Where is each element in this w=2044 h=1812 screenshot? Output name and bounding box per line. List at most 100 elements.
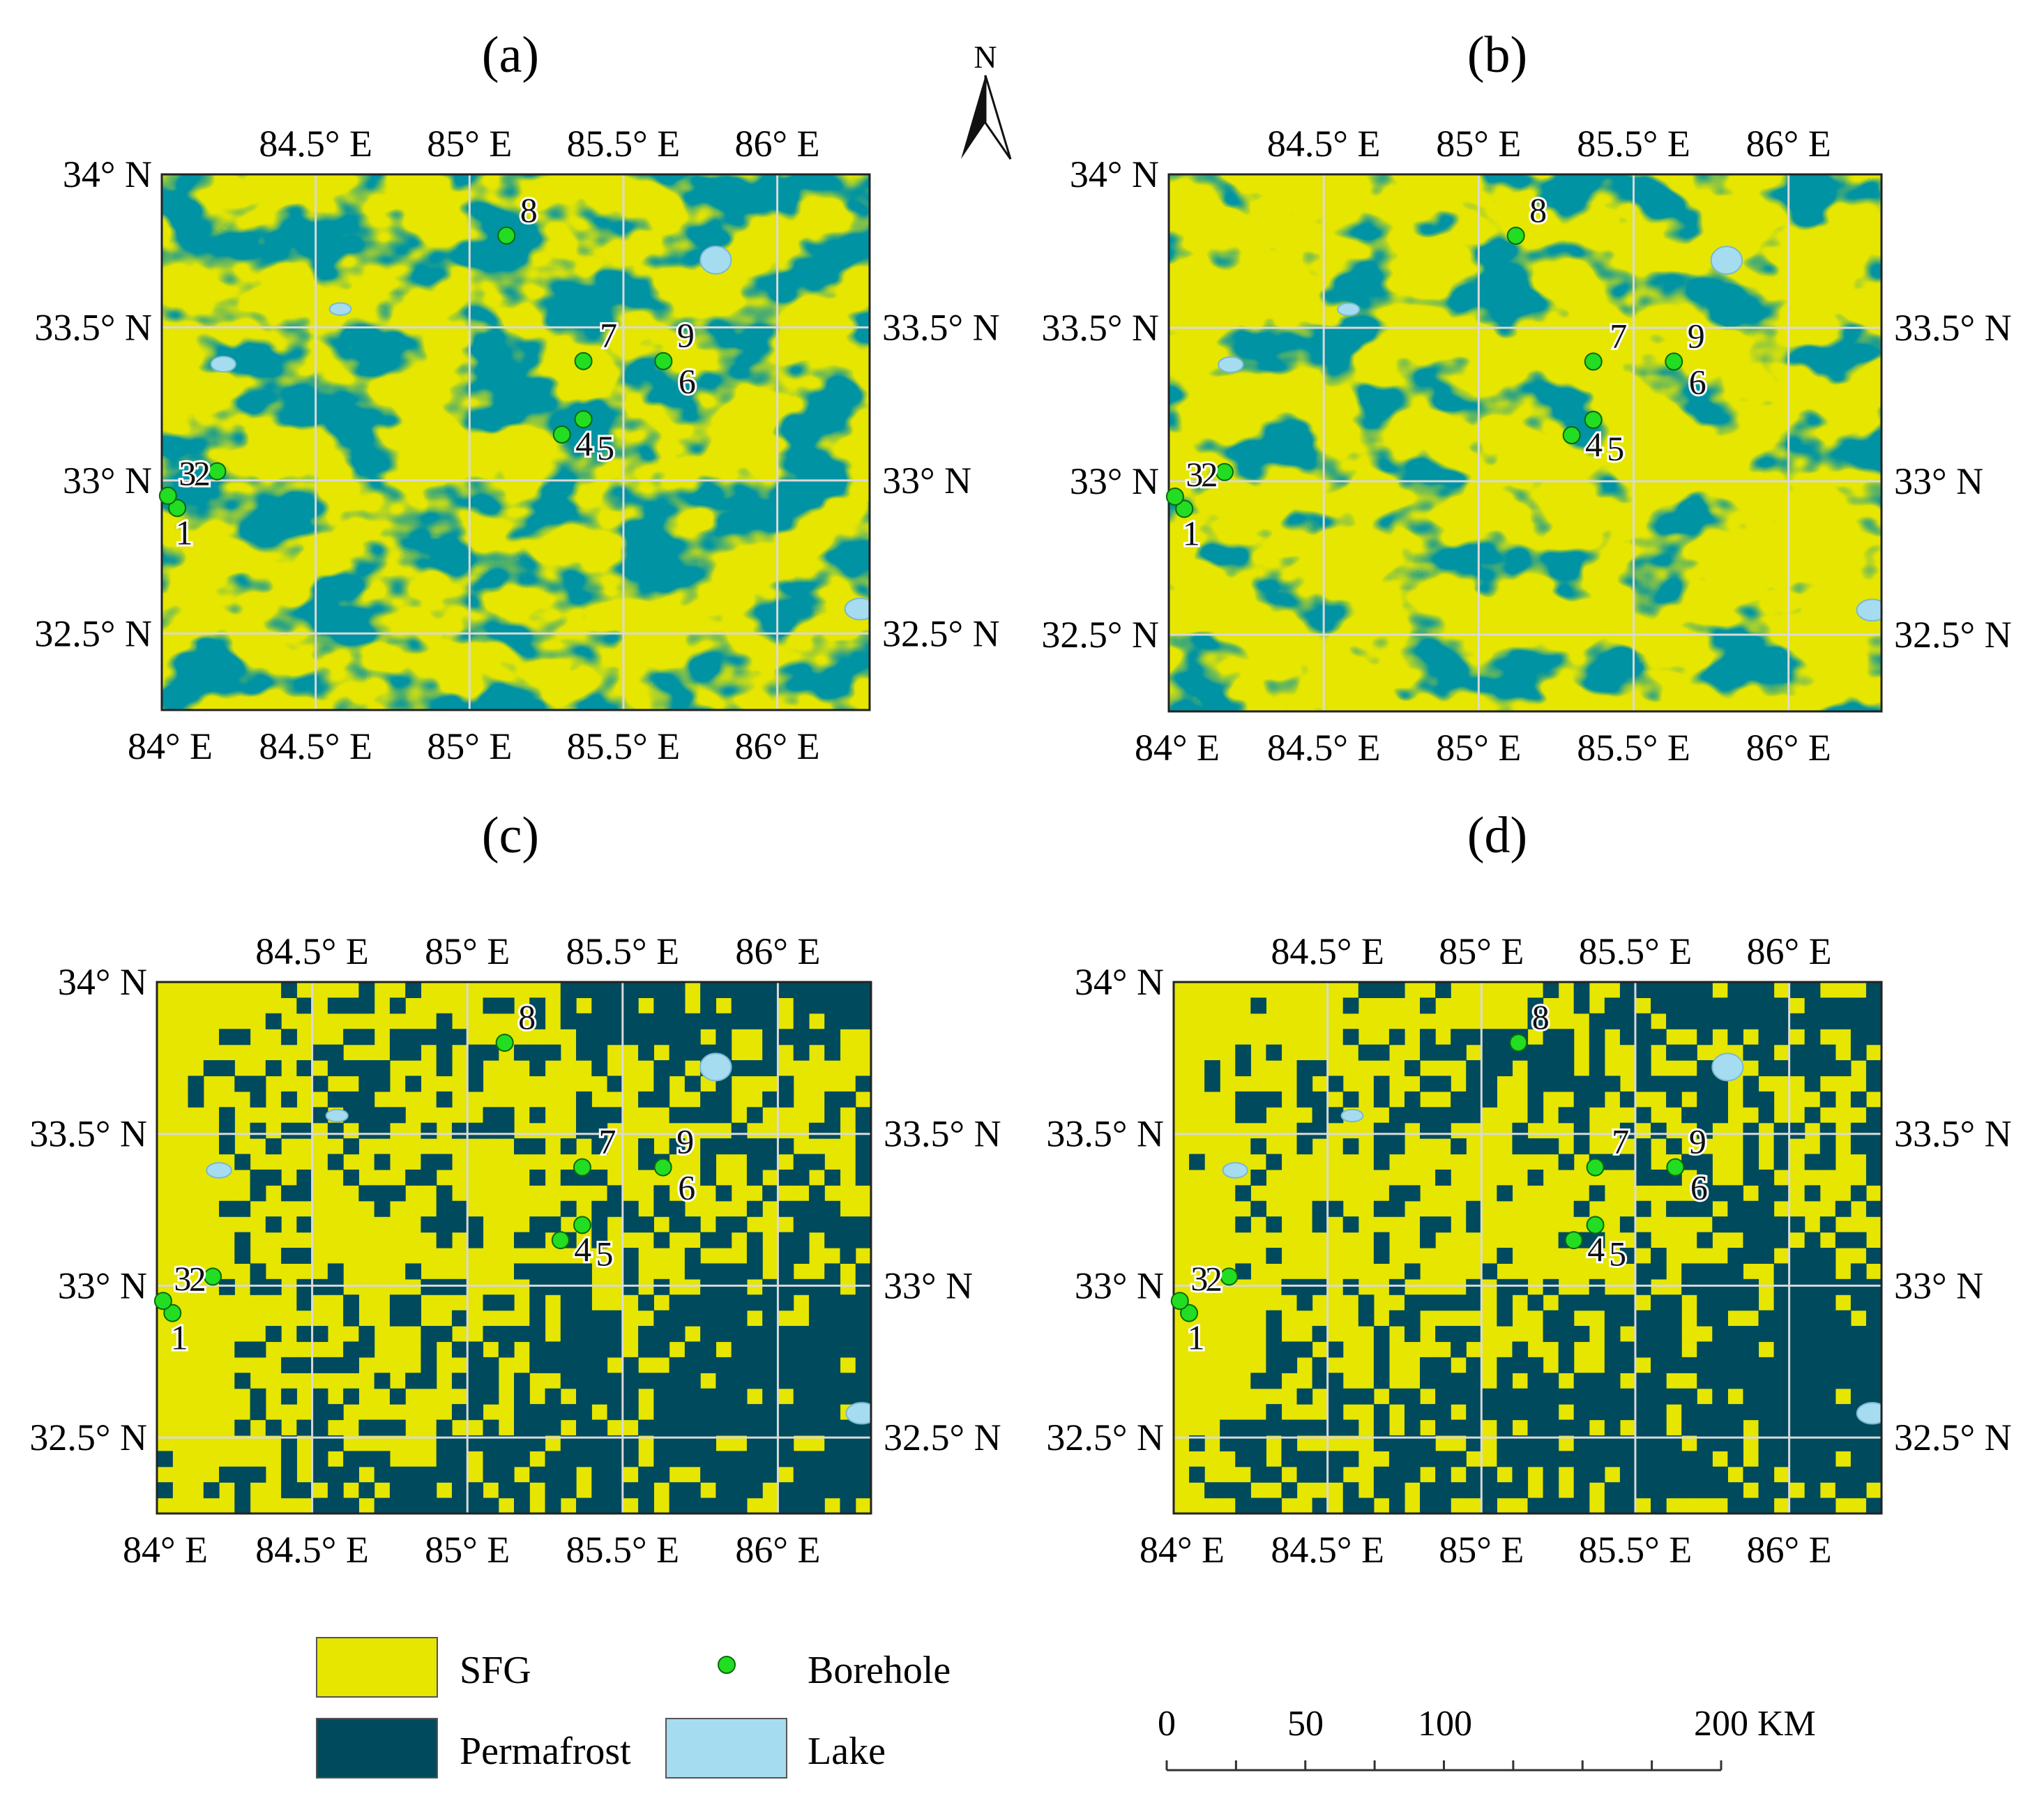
permafrost-cell (840, 982, 856, 999)
permafrost-cell (700, 1154, 716, 1170)
permafrost-cell (529, 1060, 546, 1077)
permafrost-cell (1358, 1388, 1375, 1405)
lon-label-top: 84.5° E (255, 930, 369, 972)
permafrost-cell (483, 1466, 499, 1483)
permafrost-cell (1189, 1154, 1205, 1170)
permafrost-cell (1420, 1122, 1436, 1139)
permafrost-cell (778, 1091, 794, 1108)
permafrost-cell (840, 1091, 856, 1108)
permafrost-cell (778, 1278, 794, 1295)
permafrost-cell (669, 1404, 686, 1421)
permafrost-cell (1743, 1497, 1759, 1513)
permafrost-cell (421, 1341, 437, 1358)
permafrost-cell (746, 1138, 763, 1155)
permafrost-cell (1296, 1122, 1313, 1139)
permafrost-cell (1527, 1419, 1544, 1436)
permafrost-cell (483, 1497, 499, 1513)
permafrost-cell (1712, 1216, 1728, 1233)
permafrost-cell (312, 1107, 328, 1124)
permafrost-cell (1804, 997, 1821, 1014)
permafrost-cell (1327, 1388, 1344, 1405)
permafrost-cell (700, 1232, 716, 1248)
permafrost-cell (188, 1091, 204, 1108)
borehole-label-6: 6 (678, 1168, 695, 1207)
permafrost-cell (374, 1122, 391, 1139)
permafrost-cell (1512, 1388, 1529, 1405)
borehole-6 (653, 1158, 672, 1177)
permafrost-cell (1681, 1107, 1697, 1124)
permafrost-cell (343, 1388, 359, 1405)
permafrost-cell (1727, 1419, 1744, 1436)
permafrost-cell (327, 1404, 344, 1421)
permafrost-cell (1804, 1326, 1821, 1343)
permafrost-cell (716, 1029, 732, 1045)
permafrost-cell (1388, 1185, 1405, 1202)
lake (1856, 598, 1882, 622)
permafrost-cell (436, 1232, 453, 1248)
permafrost-cell (1527, 997, 1544, 1014)
borehole-label-2: 2 (189, 1259, 206, 1298)
permafrost-cell (1451, 1373, 1467, 1389)
permafrost-cell (1312, 1466, 1328, 1483)
permafrost-cell (684, 1435, 701, 1451)
lon-label-bottom: 84.5° E (1267, 727, 1381, 769)
permafrost-cell (1573, 1091, 1590, 1108)
permafrost-cell (1635, 1451, 1651, 1467)
permafrost-cell (281, 1466, 297, 1483)
lon-label-bottom: 86° E (1747, 1529, 1832, 1571)
permafrost-cell (808, 1404, 825, 1421)
permafrost-cell (1435, 982, 1451, 999)
legend-lake-swatch (665, 1718, 787, 1779)
scale-bar-ticks (1165, 1760, 1723, 1770)
permafrost-cell (1296, 1294, 1313, 1311)
permafrost-cell (1573, 1388, 1590, 1405)
permafrost-cell (1651, 1075, 1667, 1092)
borehole-label-6: 6 (679, 362, 696, 401)
permafrost-cell (1651, 1404, 1667, 1421)
permafrost-cell (1358, 982, 1375, 999)
permafrost-cell (312, 1419, 328, 1436)
permafrost-cell (529, 1169, 546, 1186)
permafrost-cell (1789, 1122, 1805, 1139)
permafrost-cell (219, 1200, 235, 1217)
permafrost-cell (762, 1029, 779, 1045)
permafrost-cell (1327, 1075, 1344, 1092)
permafrost-cell (436, 1326, 453, 1343)
permafrost-cell (1758, 1497, 1775, 1513)
permafrost-cell (1681, 997, 1697, 1014)
permafrost-cell (1481, 1404, 1497, 1421)
permafrost-cell (591, 982, 608, 999)
permafrost-cell (1342, 1419, 1359, 1436)
permafrost-cell (1604, 1013, 1621, 1029)
permafrost-cell (1850, 1341, 1867, 1358)
permafrost-cell (840, 1341, 856, 1358)
permafrost-cell (1589, 1232, 1605, 1248)
permafrost-cell (1435, 1388, 1451, 1405)
panel-d-top-lon-labels: 84.5° E 85° E 85.5° E 86° E (1271, 930, 1831, 972)
permafrost-cell (281, 1435, 297, 1451)
permafrost-cell (296, 1216, 313, 1233)
permafrost-cell (1266, 1310, 1282, 1327)
permafrost-cell (669, 1373, 686, 1389)
permafrost-cell (607, 1029, 623, 1045)
permafrost-cell (1865, 1294, 1882, 1311)
lat-label-left: 33.5° N (34, 306, 152, 348)
permafrost-cell (731, 1404, 748, 1421)
permafrost-cell (358, 1091, 375, 1108)
permafrost-cell (591, 997, 608, 1014)
permafrost-cell (793, 1216, 810, 1233)
lon-label-bottom: 85.5° E (566, 1529, 680, 1571)
permafrost-cell (343, 1497, 359, 1513)
permafrost-cell (1697, 1232, 1713, 1248)
permafrost-cell (684, 1263, 701, 1280)
permafrost-cell (545, 1341, 561, 1358)
permafrost-cell (312, 1326, 328, 1343)
panel-b-label: (b) (1467, 27, 1527, 84)
permafrost-cell (684, 1044, 701, 1061)
panel-c-right-lat-labels: 33.5° N33° N32.5° N (884, 1113, 1001, 1458)
permafrost-cell (1651, 1169, 1667, 1186)
permafrost-cell (700, 1419, 716, 1436)
permafrost-cell (591, 1310, 608, 1327)
permafrost-cell (1435, 1451, 1451, 1467)
scale-tick-200: 200 (1694, 1704, 1748, 1744)
